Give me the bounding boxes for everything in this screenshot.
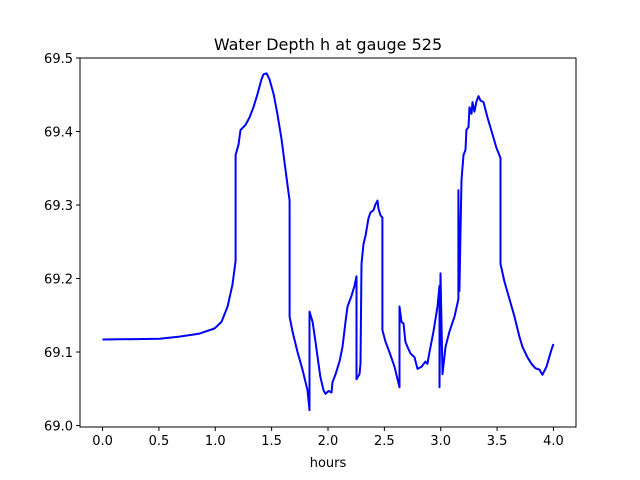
x-tick-label: 2.0 (318, 434, 339, 449)
x-tick-label: 2.5 (374, 434, 395, 449)
x-tick-label: 1.0 (205, 434, 226, 449)
y-tick-label: 69.2 (44, 273, 73, 288)
x-tick-label: 3.5 (487, 434, 508, 449)
y-tick-label: 69.3 (44, 199, 73, 214)
x-tick-label: 3.0 (430, 434, 451, 449)
x-tick-label: 0.5 (149, 434, 170, 449)
y-tick-label: 69.4 (44, 126, 73, 141)
y-tick-label: 69.0 (44, 420, 73, 435)
axes-frame (79, 57, 577, 428)
series-line-h (102, 72, 555, 412)
chart-title: Water Depth h at gauge 525 (214, 35, 442, 54)
y-tick-label: 69.5 (44, 52, 73, 67)
x-tick-label: 4.0 (543, 434, 564, 449)
x-tick-label: 0.0 (92, 434, 113, 449)
x-axis-ticks: 0.0 0.5 1.0 1.5 2.0 2.5 3.0 3.5 4.0 (92, 427, 564, 449)
y-axis-ticks: 69.0 69.1 69.2 69.3 69.4 69.5 (44, 52, 80, 435)
x-tick-label: 1.5 (261, 434, 282, 449)
y-tick-label: 69.1 (44, 346, 73, 361)
x-axis-label: hours (310, 456, 347, 471)
